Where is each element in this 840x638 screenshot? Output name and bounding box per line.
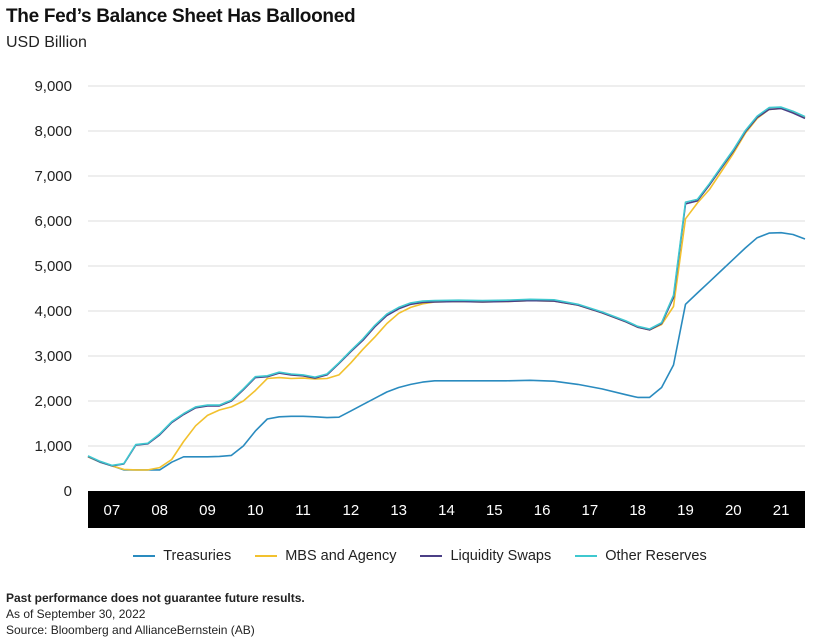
x-tick-label: 11 [295, 502, 311, 519]
x-tick-label: 12 [343, 502, 360, 519]
y-tick-label: 2,000 [34, 393, 72, 410]
y-tick-label: 4,000 [34, 303, 72, 320]
legend-item-mbs: MBS and Agency [255, 548, 396, 564]
legend-item-swaps: Liquidity Swaps [420, 548, 551, 564]
legend-swatch-reserves [575, 555, 598, 557]
x-tick-label: 16 [534, 502, 551, 519]
legend-label-mbs: MBS and Agency [285, 548, 397, 564]
x-tick-label: 17 [582, 502, 599, 519]
x-tick-label: 18 [629, 502, 646, 519]
legend-label-treasuries: Treasuries [163, 548, 232, 564]
y-tick-label: 7,000 [34, 168, 72, 185]
y-axis-ticks: 0 1,000 2,000 3,000 4,000 5,000 6,000 7,000 8,00… [34, 78, 72, 500]
x-tick-label: 07 [104, 502, 121, 519]
y-tick-label: 3,000 [34, 348, 72, 365]
legend-swatch-treasuries [133, 555, 156, 557]
disclaimer: Past performance does not guarantee futu… [6, 591, 305, 605]
y-tick-label: 1,000 [34, 438, 72, 455]
x-tick-label: 19 [677, 502, 694, 519]
x-tick-label: 08 [151, 502, 168, 519]
x-tick-label: 09 [199, 502, 216, 519]
x-tick-label: 15 [486, 502, 503, 519]
source-note: Source: Bloomberg and AllianceBernstein … [6, 623, 255, 637]
chart-subtitle: USD Billion [6, 34, 87, 51]
series-lines [87, 106, 806, 471]
as-of-date: As of September 30, 2022 [6, 607, 146, 621]
series-line-other-reserves [87, 106, 806, 467]
footer: Past performance does not guarantee futu… [6, 590, 305, 638]
x-tick-label: 13 [390, 502, 407, 519]
y-tick-label: 9,000 [34, 78, 72, 95]
series-line-liquidity-swaps [87, 107, 806, 467]
legend-label-reserves: Other Reserves [605, 548, 707, 564]
legend-label-swaps: Liquidity Swaps [450, 548, 552, 564]
x-tick-label: 20 [725, 502, 742, 519]
chart-title: The Fed’s Balance Sheet Has Ballooned [6, 6, 356, 27]
legend: Treasuries MBS and Agency Liquidity Swap… [0, 548, 840, 564]
legend-swatch-swaps [420, 555, 443, 557]
y-tick-label: 5,000 [34, 258, 72, 275]
gridlines [88, 85, 805, 447]
y-tick-label: 8,000 [34, 123, 72, 140]
y-tick-label: 0 [64, 483, 72, 500]
legend-swatch-mbs [255, 555, 278, 557]
x-axis-band [88, 491, 805, 528]
y-tick-label: 6,000 [34, 213, 72, 230]
x-tick-label: 10 [247, 502, 264, 519]
series-line-mbs-and-agency [87, 107, 806, 471]
x-tick-label: 14 [438, 502, 455, 519]
x-tick-label: 21 [773, 502, 790, 519]
series-line-treasuries [87, 231, 806, 471]
legend-item-treasuries: Treasuries [133, 548, 231, 564]
legend-item-reserves: Other Reserves [575, 548, 707, 564]
x-axis-ticks: 07 08 09 10 11 12 13 14 15 16 17 18 19 20 21 [104, 502, 790, 519]
